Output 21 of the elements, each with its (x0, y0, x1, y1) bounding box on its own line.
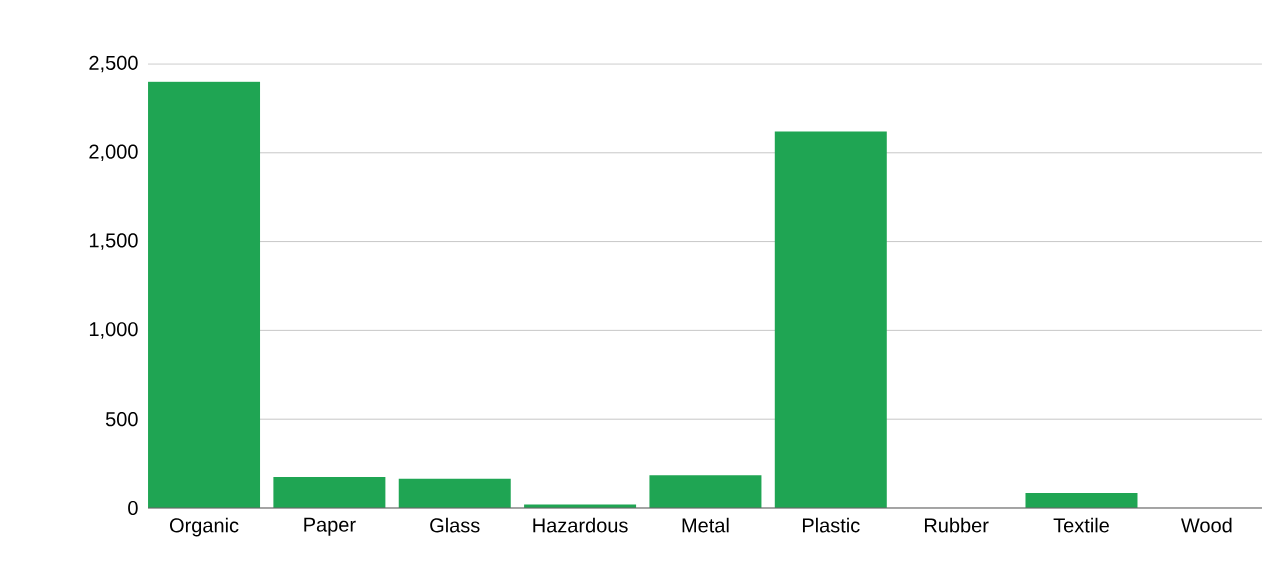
y-tick-label: 500 (105, 412, 138, 427)
x-tick-label: Organic (169, 517, 239, 537)
bar (398, 478, 511, 508)
y-tick-label: 1,000 (89, 322, 138, 339)
bar (649, 475, 762, 508)
y-tick-label: 2,500 (89, 55, 138, 73)
x-tick-label: Textile (1053, 517, 1109, 533)
x-tick-label: Paper (304, 517, 356, 536)
y-tick-label: 2,000 (89, 144, 138, 162)
x-tick-label: Hazardous (533, 517, 628, 533)
x-tick-label: Wood (1180, 517, 1232, 533)
bar (1025, 492, 1138, 508)
x-tick-label: Plastic (802, 517, 860, 533)
bar (774, 131, 887, 508)
x-tick-label: Rubber (924, 517, 989, 533)
x-tick-label: Metal (682, 517, 729, 533)
bar (148, 81, 261, 508)
y-tick-label: 1,500 (89, 233, 138, 250)
y-tick-label: 0 (128, 500, 138, 516)
bar (273, 476, 386, 508)
x-tick-label: Glass (430, 517, 480, 533)
